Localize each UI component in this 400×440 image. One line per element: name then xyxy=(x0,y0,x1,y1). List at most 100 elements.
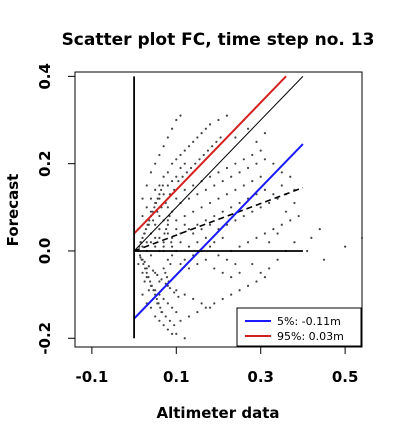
data-point xyxy=(234,219,237,222)
data-point xyxy=(192,232,195,235)
data-point xyxy=(168,286,172,290)
data-point xyxy=(215,140,218,143)
data-point xyxy=(149,210,153,213)
data-point xyxy=(160,278,163,281)
data-point xyxy=(154,236,157,239)
data-point xyxy=(230,276,233,279)
data-point xyxy=(276,232,279,235)
data-point xyxy=(272,162,275,165)
data-point xyxy=(183,223,186,226)
data-point xyxy=(141,271,144,274)
data-point xyxy=(189,166,193,170)
data-point xyxy=(158,184,161,187)
data-point xyxy=(217,118,220,122)
data-point xyxy=(162,175,165,178)
data-point xyxy=(162,193,165,196)
data-point xyxy=(166,219,169,222)
data-point xyxy=(166,302,169,305)
data-point xyxy=(141,293,144,296)
data-point xyxy=(154,315,157,318)
data-point xyxy=(208,123,212,126)
plot-frame xyxy=(74,71,363,348)
data-point xyxy=(242,158,245,161)
data-point xyxy=(251,180,254,183)
data-point xyxy=(255,140,258,143)
data-point xyxy=(259,206,262,209)
data-point xyxy=(145,271,148,274)
data-point xyxy=(221,180,224,183)
data-point xyxy=(183,258,186,261)
data-point xyxy=(149,306,153,309)
data-point xyxy=(280,171,283,174)
data-point xyxy=(221,271,224,274)
line-upper-95- xyxy=(133,75,287,235)
line-identity xyxy=(133,76,304,252)
data-point xyxy=(213,214,216,218)
data-point xyxy=(175,289,178,292)
data-point xyxy=(192,184,195,187)
data-point xyxy=(170,254,174,257)
legend-label-95pct: 95%: 0.03m xyxy=(277,330,344,343)
data-point xyxy=(151,219,155,222)
data-point xyxy=(196,310,199,314)
chart-title: Scatter plot FC, time step no. 13 xyxy=(62,30,375,50)
data-point xyxy=(259,175,262,178)
data-point xyxy=(268,201,271,205)
data-point xyxy=(225,114,229,117)
data-point xyxy=(183,149,186,152)
data-point xyxy=(170,162,174,165)
data-point xyxy=(192,210,195,213)
data-point xyxy=(179,241,182,244)
data-point xyxy=(263,232,267,235)
x-axis-label: Altimeter data xyxy=(157,404,280,422)
data-point xyxy=(310,236,313,239)
data-point xyxy=(187,267,191,270)
data-point xyxy=(148,219,151,222)
ticks-layer: -0.1 0.1 0.3 0.5 -0.2 0.0 0.2 0.4 xyxy=(36,63,358,386)
data-point xyxy=(306,249,309,253)
data-point xyxy=(166,223,169,226)
lines-layer xyxy=(133,75,304,339)
data-point xyxy=(255,280,258,283)
data-point xyxy=(187,228,191,231)
data-point xyxy=(140,258,143,261)
data-point xyxy=(141,236,144,239)
line-lower-5- xyxy=(133,143,304,320)
data-point xyxy=(192,297,195,301)
line-regression xyxy=(133,186,304,252)
data-point xyxy=(175,228,178,231)
data-point xyxy=(225,258,229,261)
data-point xyxy=(151,269,155,272)
data-point xyxy=(138,254,142,257)
data-point xyxy=(255,236,258,239)
data-point xyxy=(272,228,275,231)
data-point xyxy=(238,289,241,292)
data-point xyxy=(196,262,199,266)
data-point xyxy=(142,262,145,266)
data-point xyxy=(175,118,178,122)
data-point xyxy=(194,162,197,165)
data-point xyxy=(137,262,140,266)
data-point xyxy=(221,297,224,301)
data-point xyxy=(268,241,271,244)
data-point xyxy=(259,271,262,274)
data-point xyxy=(213,302,216,305)
x-tick-label: 0.3 xyxy=(247,368,274,386)
data-point xyxy=(156,197,159,200)
data-point xyxy=(234,262,237,266)
data-point xyxy=(141,214,144,218)
data-point xyxy=(177,295,180,298)
data-point xyxy=(246,127,250,130)
data-point xyxy=(344,245,347,248)
data-point xyxy=(154,223,157,226)
data-point xyxy=(280,223,283,226)
data-point xyxy=(259,149,262,152)
data-point xyxy=(153,206,156,209)
data-point xyxy=(263,158,267,161)
data-point xyxy=(149,241,153,244)
data-point xyxy=(251,210,254,213)
y-tick-label: 0.2 xyxy=(36,150,54,177)
data-point xyxy=(160,188,163,191)
data-point xyxy=(322,258,326,261)
